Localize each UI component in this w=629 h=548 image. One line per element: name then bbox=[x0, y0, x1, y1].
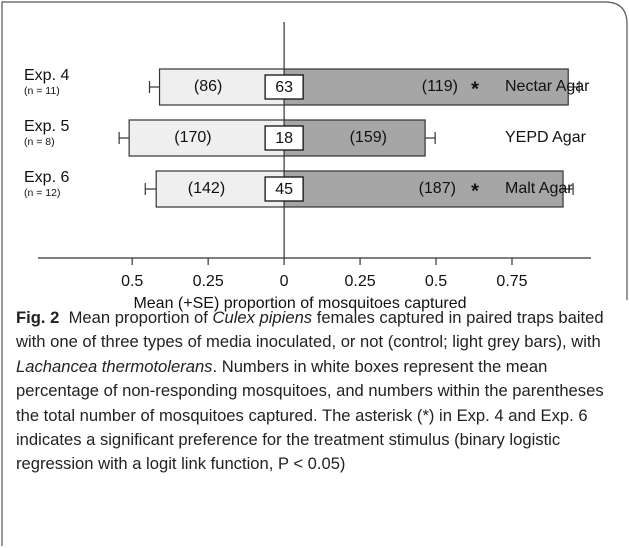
sample-size-label: (n = 8) bbox=[24, 136, 55, 148]
x-tick-label: 0 bbox=[280, 273, 289, 290]
count-label: (170) bbox=[174, 129, 211, 146]
count-label: (159) bbox=[350, 129, 387, 146]
x-tick-label: 0.75 bbox=[496, 273, 527, 290]
category-label: Exp. 5 bbox=[24, 118, 69, 135]
caption-label: Fig. 2 bbox=[16, 308, 60, 327]
count-label: (86) bbox=[194, 78, 222, 95]
significance-label: * bbox=[471, 78, 479, 100]
count-label: (119) bbox=[422, 78, 458, 95]
bar bbox=[155, 170, 285, 208]
media-label: Nectar Agar bbox=[505, 78, 590, 95]
non-responding-label: 63 bbox=[275, 79, 293, 96]
caption-text: . Numbers in white boxes represent the m… bbox=[16, 356, 604, 474]
media-label: YEPD Agar bbox=[505, 129, 587, 146]
bar bbox=[283, 119, 426, 157]
x-tick-label: 0.5 bbox=[121, 273, 143, 290]
category-label: Exp. 4 bbox=[24, 67, 69, 84]
non-responding-label: 18 bbox=[275, 130, 293, 147]
caption-text: Lachancea thermotolerans bbox=[16, 356, 213, 376]
category-label: Exp. 6 bbox=[24, 169, 69, 186]
caption-text: females captured in paired traps baited … bbox=[16, 308, 604, 352]
non-responding-box bbox=[264, 74, 304, 100]
non-responding-box bbox=[264, 125, 304, 151]
media-label: Malt Agar bbox=[505, 180, 573, 197]
non-responding-label: 45 bbox=[275, 181, 293, 198]
bar bbox=[283, 170, 564, 208]
x-tick-label: 0.5 bbox=[425, 273, 447, 290]
x-tick-label: 0.25 bbox=[193, 273, 224, 290]
bar bbox=[283, 68, 569, 106]
count-label: (142) bbox=[188, 180, 225, 197]
count-label: (187) bbox=[419, 180, 456, 197]
caption-text: Culex pipiens bbox=[212, 308, 313, 327]
x-axis-title: Mean (+SE) proportion of mosquitoes capt… bbox=[133, 295, 466, 312]
significance-label: * bbox=[471, 180, 479, 202]
caption-text: Mean proportion of bbox=[68, 308, 213, 327]
non-responding-box bbox=[264, 176, 304, 202]
sample-size-label: (n = 11) bbox=[24, 85, 60, 97]
x-tick-label: 0.25 bbox=[345, 273, 376, 290]
sample-size-label: (n = 12) bbox=[24, 187, 60, 199]
caption: Fig. 2 Mean proportion of Culex pipiens … bbox=[16, 306, 621, 477]
